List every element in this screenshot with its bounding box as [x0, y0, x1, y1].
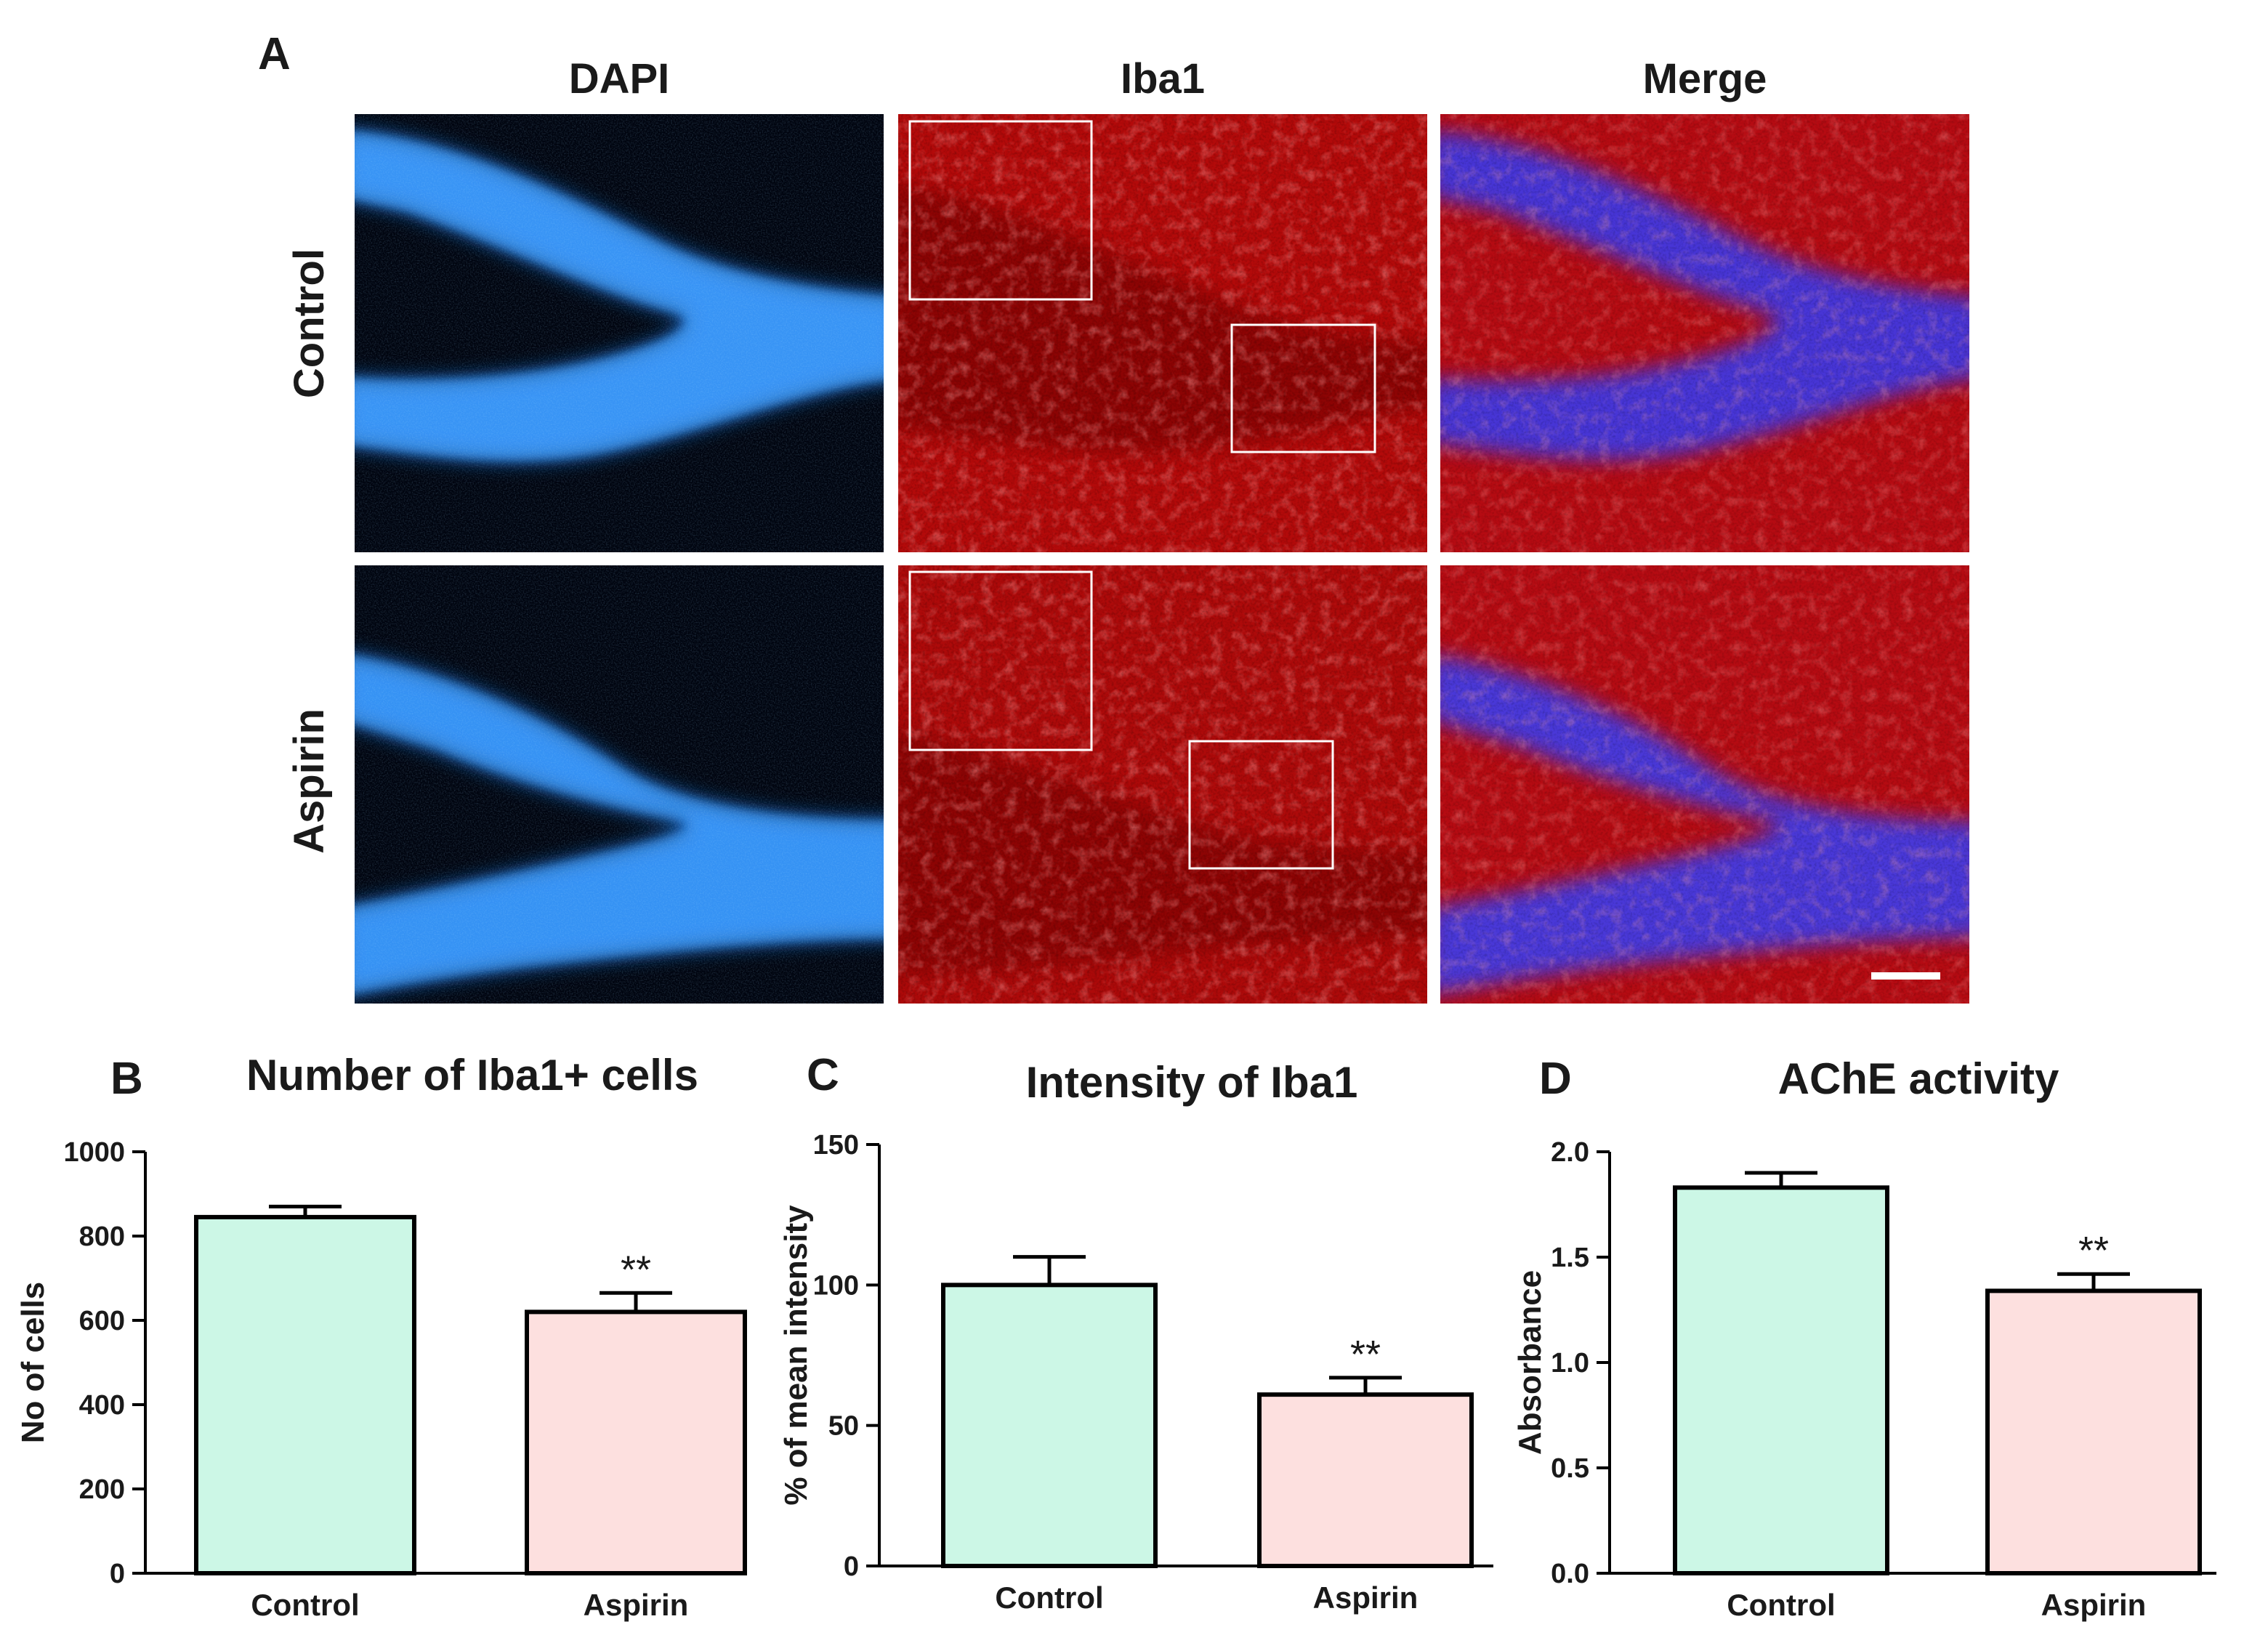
bar-control [941, 1283, 1158, 1569]
column-header-dapi: DAPI [569, 55, 670, 102]
y-tick-label: 600 [79, 1306, 125, 1336]
inset-box [1230, 323, 1376, 453]
y-tick-label: 150 [813, 1130, 859, 1160]
y-axis-label: % of mean intensity [778, 1205, 814, 1506]
chart-number-of-iba1-cells: Number of Iba1+ cells 0 200 400 600 800 1000 No… [15, 1051, 747, 1622]
x-tick-label: Control [995, 1581, 1103, 1615]
micrograph-control-merge [1440, 114, 1969, 552]
y-tick-label: 100 [813, 1270, 859, 1301]
chart-title: AChE activity [1778, 1054, 2059, 1103]
y-tick-label: 2.0 [1551, 1137, 1589, 1168]
chart-title: Intensity of Iba1 [1026, 1058, 1358, 1107]
bar-control [194, 1214, 416, 1576]
micrograph-aspirin-dapi [355, 565, 884, 1004]
inset-box [1188, 740, 1334, 870]
micrograph-control-iba1 [898, 114, 1427, 552]
scale-bar [1871, 972, 1940, 980]
panel-a: A DAPI Iba1 Merge Control Aspirin [258, 29, 1969, 1004]
panel-d-label: D [1539, 1054, 1572, 1104]
x-tick-label: Aspirin [584, 1588, 689, 1622]
significance-marker: ** [621, 1248, 651, 1291]
y-tick-label: 0 [110, 1559, 125, 1589]
y-tick-label: 50 [828, 1411, 859, 1442]
y-tick-label: 0.0 [1551, 1559, 1589, 1589]
panel-a-label: A [258, 29, 291, 79]
y-tick-label: 400 [79, 1390, 125, 1421]
column-header-iba1: Iba1 [1121, 55, 1205, 102]
x-tick-label: Control [1727, 1588, 1835, 1622]
panel-c: C Intensity of Iba1 0 50 100 150 % of mean in… [778, 1050, 1493, 1615]
column-header-merge: Merge [1643, 55, 1767, 102]
x-tick-label: Aspirin [1313, 1581, 1418, 1615]
bar-aspirin [525, 1309, 747, 1576]
micrograph-aspirin-iba1 [898, 565, 1427, 1004]
micrograph-control-dapi [355, 114, 884, 552]
y-axis-label: Absorbance [1512, 1270, 1548, 1455]
panel-b-label: B [110, 1054, 143, 1104]
y-tick-label: 0.5 [1551, 1453, 1589, 1484]
y-tick-label: 1000 [63, 1137, 125, 1168]
chart-ache-activity: AChE activity 0.0 0.5 1.0 1.5 2.0 Absorbance Co… [1512, 1054, 2216, 1622]
panel-c-label: C [807, 1050, 839, 1100]
x-tick-label: Aspirin [2041, 1588, 2147, 1622]
x-tick-label: Control [251, 1588, 359, 1622]
bar-aspirin [1257, 1392, 1474, 1568]
inset-box [908, 120, 1093, 301]
bar-control [1673, 1185, 1889, 1576]
bar-aspirin [1985, 1288, 2202, 1576]
row-label-control: Control [286, 249, 333, 398]
y-tick-label: 1.0 [1551, 1348, 1589, 1378]
y-axis-label: No of cells [15, 1282, 51, 1444]
y-tick-label: 800 [79, 1222, 125, 1252]
row-label-aspirin: Aspirin [286, 709, 333, 854]
significance-marker: ** [1350, 1333, 1381, 1376]
inset-box [908, 570, 1093, 751]
significance-marker: ** [2078, 1229, 2109, 1272]
y-tick-label: 0 [844, 1551, 859, 1582]
panel-b: B Number of Iba1+ cells 0 200 400 600 800 1000… [15, 1051, 747, 1622]
y-tick-label: 1.5 [1551, 1243, 1589, 1273]
micrograph-aspirin-merge [1440, 565, 1969, 1004]
y-tick-label: 200 [79, 1474, 125, 1505]
chart-title: Number of Iba1+ cells [246, 1051, 698, 1099]
chart-intensity-of-iba1: Intensity of Iba1 0 50 100 150 % of mean inte… [778, 1058, 1493, 1615]
panel-d: D AChE activity 0.0 0.5 1.0 1.5 2.0 Absorbance… [1512, 1054, 2216, 1622]
